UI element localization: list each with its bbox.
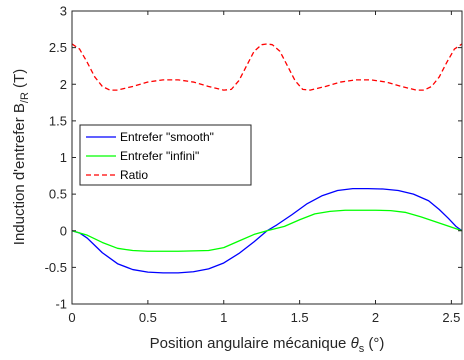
series-line-2 [71,43,463,91]
y-tick-label: 3 [60,4,67,19]
ticks-layer: 0 0.5 1 1.5 2 2.5 -1 -0.5 0 0.5 1 1.5 2 2.5 3 [45,4,462,325]
x-tick-label: 0.5 [139,310,157,325]
y-tick-label: 1 [60,150,67,165]
legend: Entrefer "smooth" Entrefer "infini" Rati… [79,124,252,186]
y-tick-label: 2.5 [49,40,67,55]
x-axis-label-sub: s [359,343,365,355]
legend-label-ratio: Ratio [120,168,148,182]
x-axis-label-main: Position angulaire mécanique [150,335,351,352]
y-axis-label: Induction d'entrefer B/R (T) [11,69,31,245]
y-tick-label: -0.5 [45,260,67,275]
y-tick-label: 1.5 [49,113,67,128]
y-tick-label: 0.5 [49,187,67,202]
legend-label-infini: Entrefer "infini" [120,149,199,163]
y-axis-label-main: Induction d'entrefer B [11,103,28,245]
series-line-1 [71,209,463,252]
y-axis-label-unit: (T) [11,69,28,92]
x-tick-label: 2 [372,310,379,325]
y-tick-label: -1 [55,297,67,312]
y-axis-label-sub: /R [19,92,31,103]
x-axis-label-unit: (°) [364,335,384,352]
x-tick-label: 2.5 [442,310,460,325]
x-tick-label: 0 [68,310,75,325]
x-tick-label: 1.5 [291,310,309,325]
legend-label-smooth: Entrefer "smooth" [120,130,214,144]
x-axis-label: Position angulaire mécanique θs (°) [150,335,385,355]
x-tick-label: 1 [220,310,227,325]
x-axis-label-symbol: θ [351,335,359,352]
y-tick-label: 2 [60,77,67,92]
series-layer [71,43,463,274]
legend-box [79,124,252,186]
y-tick-label: 0 [60,223,67,238]
